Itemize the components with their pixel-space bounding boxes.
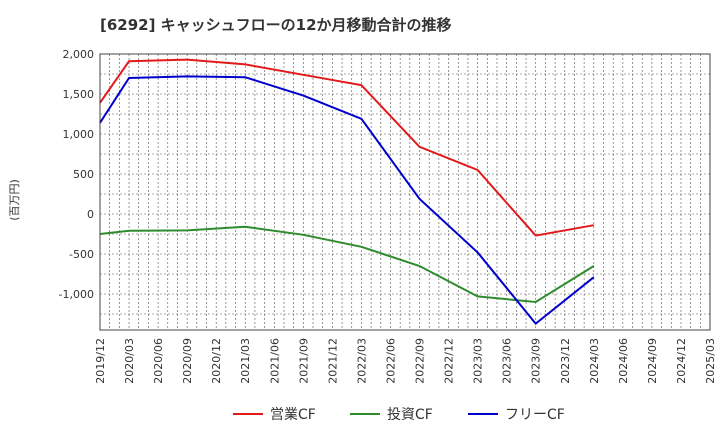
x-tick-label: 2023/12 xyxy=(559,338,572,384)
x-tick-label: 2024/03 xyxy=(588,338,601,384)
x-tick-label: 2023/06 xyxy=(501,338,514,384)
x-tick-label: 2022/09 xyxy=(414,338,427,384)
series-line-2 xyxy=(99,75,595,325)
y-tick-label: 0 xyxy=(87,208,94,221)
grid xyxy=(99,53,711,330)
y-axis-label: (百万円) xyxy=(8,179,21,221)
x-axis-ticks: 2019/12 2020/03 2020/06 2020/09 2020/12 2021/… xyxy=(94,338,717,384)
series-lines xyxy=(99,58,595,325)
x-tick-label: 2020/06 xyxy=(152,338,165,384)
y-tick-label: -1,000 xyxy=(59,288,94,301)
x-tick-label: 2021/09 xyxy=(297,338,310,384)
x-tick-label: 2024/12 xyxy=(675,338,688,384)
y-tick-label: 500 xyxy=(73,168,94,181)
x-tick-label: 2021/03 xyxy=(239,338,252,384)
x-tick-label: 2019/12 xyxy=(94,338,107,384)
x-tick-label: 2021/12 xyxy=(326,338,339,384)
series-line-1 xyxy=(99,225,595,304)
plot-frame xyxy=(99,53,711,331)
legend-label: 営業CF xyxy=(270,407,316,423)
chart-title: [6292] キャッシュフローの12か月移動合計の推移 xyxy=(100,16,452,34)
x-tick-label: 2025/03 xyxy=(704,338,717,384)
legend-label: 投資CF xyxy=(387,407,433,423)
y-tick-label: 2,000 xyxy=(63,48,95,61)
x-tick-label: 2024/06 xyxy=(617,338,630,384)
x-tick-label: 2023/09 xyxy=(530,338,543,384)
x-tick-label: 2020/03 xyxy=(123,338,136,384)
x-tick-label: 2021/06 xyxy=(268,338,281,384)
x-tick-label: 2022/03 xyxy=(355,338,368,384)
y-axis-ticks: 2,000 1,500 1,000 500 0 -500 -1,000 xyxy=(59,48,94,301)
x-tick-label: 2022/12 xyxy=(443,338,456,384)
x-tick-label: 2020/09 xyxy=(181,338,194,384)
legend: 営業CF 投資CF フリーCF xyxy=(233,407,565,423)
x-tick-label: 2020/12 xyxy=(210,338,223,384)
y-tick-label: -500 xyxy=(69,248,94,261)
series-line-0 xyxy=(99,58,594,237)
x-tick-label: 2024/09 xyxy=(646,338,659,384)
x-tick-label: 2022/06 xyxy=(384,338,397,384)
y-tick-label: 1,500 xyxy=(63,88,95,101)
legend-label: フリーCF xyxy=(505,407,565,423)
y-tick-label: 1,000 xyxy=(63,128,95,141)
x-tick-label: 2023/03 xyxy=(472,338,485,384)
